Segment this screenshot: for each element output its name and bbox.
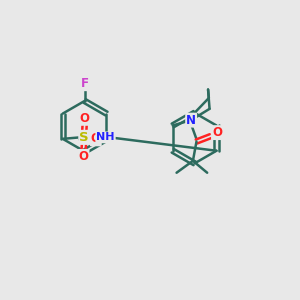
Text: O: O <box>91 132 101 146</box>
Text: NH: NH <box>96 132 115 142</box>
Text: S: S <box>79 131 89 144</box>
Text: F: F <box>81 77 88 90</box>
Text: O: O <box>79 150 88 163</box>
Text: N: N <box>186 114 196 127</box>
Text: O: O <box>80 112 90 125</box>
Text: O: O <box>212 126 222 139</box>
